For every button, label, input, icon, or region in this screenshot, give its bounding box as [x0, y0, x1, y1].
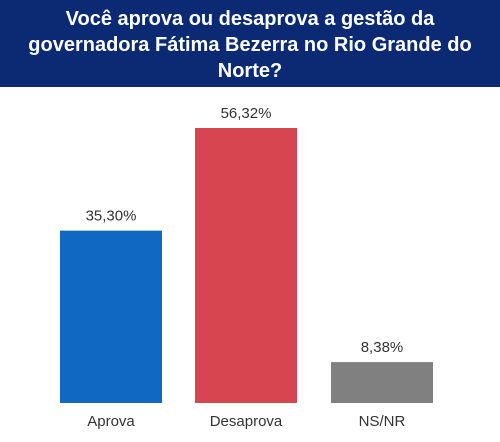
category-label: Aprova [87, 413, 135, 430]
value-label: 56,32% [221, 105, 272, 122]
bar-aprova [60, 230, 162, 403]
bar-ns-nr [331, 362, 433, 403]
bar-desaprova [195, 128, 297, 403]
category-label: Desaprova [210, 413, 283, 430]
value-label: 35,30% [86, 208, 137, 225]
category-label: NS/NR [359, 413, 406, 430]
bar-chart: 35,30% Aprova 56,32% Desaprova 8,38% NS/NR [60, 105, 433, 430]
chart-title: Você aprova ou desaprova a gestão da gov… [28, 7, 472, 82]
value-label: 8,38% [361, 339, 404, 356]
title-bar: Você aprova ou desaprova a gestão da gov… [0, 0, 500, 87]
